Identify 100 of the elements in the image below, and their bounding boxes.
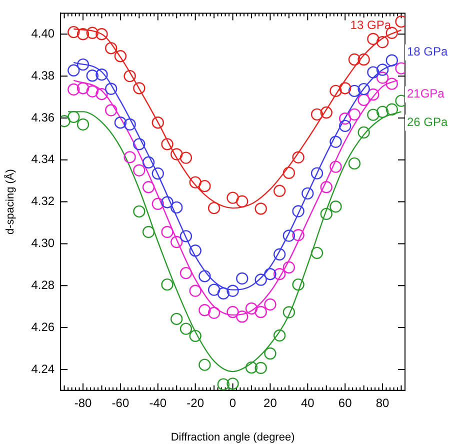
point — [273, 329, 286, 342]
point — [208, 306, 220, 319]
point — [226, 284, 239, 297]
point — [386, 54, 398, 66]
point — [133, 205, 146, 218]
point — [273, 248, 286, 260]
point — [76, 118, 90, 131]
point — [376, 106, 389, 118]
point — [236, 310, 248, 323]
y-tick-label: 4.34 — [31, 152, 55, 166]
point — [358, 53, 370, 66]
y-axis-title: d-spacing (Å) — [4, 169, 17, 235]
point — [348, 108, 361, 121]
point — [161, 138, 174, 150]
point — [124, 118, 136, 131]
point — [133, 82, 146, 94]
point — [105, 104, 118, 116]
point — [170, 148, 183, 160]
point — [358, 126, 370, 139]
point — [367, 108, 380, 121]
point — [376, 72, 389, 84]
point — [302, 187, 314, 200]
point — [142, 226, 155, 238]
point — [273, 268, 286, 280]
point — [376, 36, 389, 48]
point — [320, 181, 332, 194]
point — [76, 58, 90, 71]
point — [198, 358, 211, 371]
point — [310, 108, 324, 121]
point — [310, 167, 324, 180]
point — [86, 85, 98, 98]
point — [86, 26, 98, 39]
point — [152, 116, 164, 129]
point — [282, 166, 296, 179]
y-tick-label: 4.32 — [31, 194, 55, 208]
point — [226, 378, 239, 390]
point — [376, 64, 389, 76]
x-tick-label: 20 — [264, 396, 278, 410]
point — [264, 298, 276, 311]
point — [367, 32, 380, 46]
point — [245, 302, 258, 315]
point — [68, 83, 80, 96]
x-tick-label: -40 — [149, 396, 167, 410]
series-label: 18 GPa — [406, 44, 448, 59]
point — [367, 88, 380, 101]
series-label: 26 GPa — [406, 115, 448, 130]
point — [282, 261, 296, 274]
y-tick-label: 4.26 — [31, 320, 55, 334]
point — [320, 106, 332, 119]
point — [264, 268, 276, 280]
point — [310, 246, 324, 260]
point — [180, 322, 192, 335]
point — [348, 84, 361, 98]
point — [76, 28, 90, 40]
point — [124, 151, 136, 164]
point — [386, 103, 398, 116]
point — [348, 53, 361, 66]
point — [161, 226, 174, 238]
point — [282, 230, 296, 242]
x-tick-label: -60 — [112, 396, 130, 410]
point — [152, 167, 164, 180]
point — [170, 236, 183, 248]
point — [338, 120, 352, 132]
point — [330, 136, 342, 148]
point — [124, 70, 136, 82]
point — [338, 82, 352, 94]
point — [133, 164, 146, 176]
point — [208, 284, 220, 296]
point — [161, 278, 174, 291]
point — [254, 362, 267, 374]
point — [189, 330, 202, 342]
point — [152, 198, 164, 210]
point — [292, 229, 304, 242]
point — [161, 196, 174, 208]
point — [180, 152, 192, 164]
y-tick-label: 4.28 — [31, 278, 55, 292]
point — [236, 272, 248, 285]
point — [105, 42, 118, 54]
point — [330, 200, 342, 213]
point — [254, 274, 267, 286]
y-tick-label: 4.36 — [31, 110, 55, 124]
point — [189, 176, 202, 188]
x-tick-label: -80 — [74, 396, 92, 410]
x-tick-label: 80 — [376, 396, 390, 410]
point — [96, 88, 108, 100]
point — [68, 26, 80, 38]
point — [358, 82, 370, 96]
y-tick-label: 4.30 — [31, 236, 55, 250]
point — [273, 184, 286, 198]
point — [226, 192, 239, 204]
point — [96, 68, 108, 81]
y-tick-label: 4.38 — [31, 68, 55, 82]
point — [254, 306, 267, 318]
point — [367, 66, 380, 78]
x-tick-label: -20 — [186, 396, 204, 410]
point — [142, 181, 155, 194]
point — [226, 306, 239, 318]
x-tick-label: 60 — [338, 396, 352, 410]
point — [338, 112, 352, 125]
point — [198, 270, 211, 282]
